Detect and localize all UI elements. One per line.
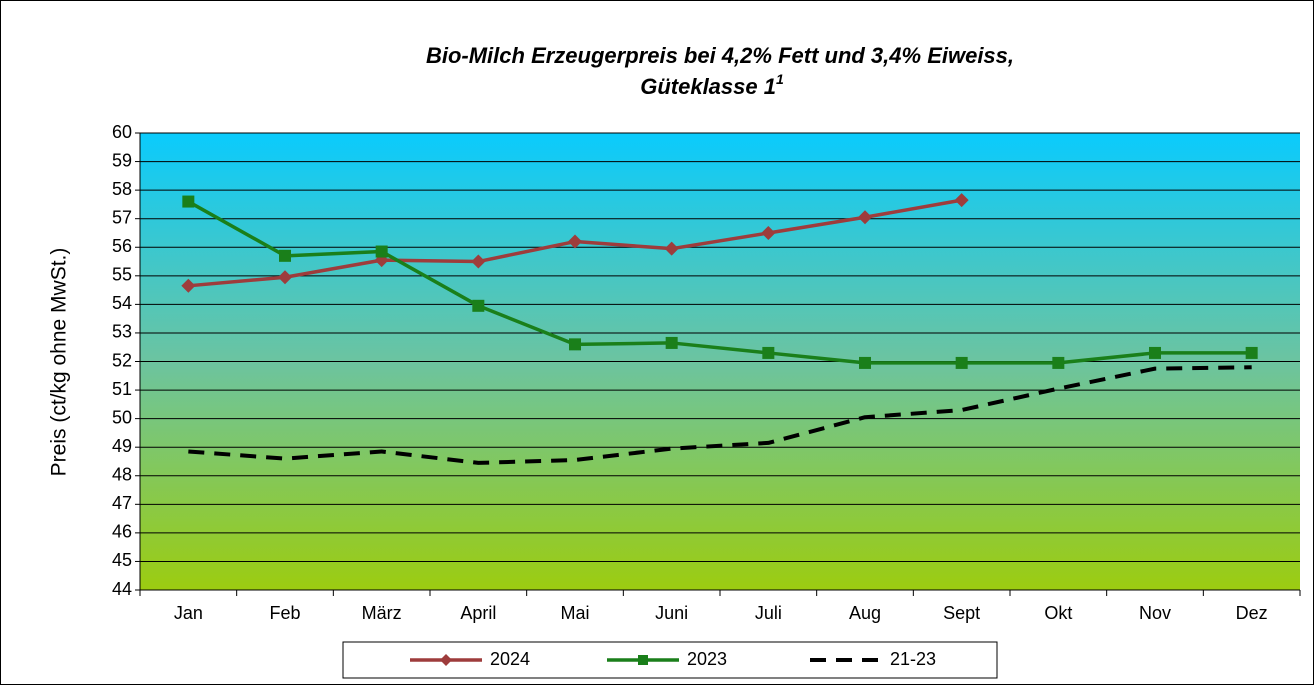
y-tick-label: 57 — [112, 207, 132, 227]
y-tick-label: 55 — [112, 265, 132, 285]
y-tick-label: 45 — [112, 550, 132, 570]
legend-marker — [638, 655, 648, 665]
legend-label: 21-23 — [890, 649, 936, 669]
y-tick-label: 58 — [112, 179, 132, 199]
marker — [569, 338, 581, 351]
y-tick-label: 54 — [112, 293, 132, 313]
marker — [665, 336, 678, 349]
x-tick-label: Okt — [1044, 603, 1072, 623]
y-tick-label: 46 — [112, 522, 132, 542]
x-tick-label: Sept — [943, 603, 980, 623]
y-tick-label: 53 — [112, 322, 132, 342]
y-tick-label: 49 — [112, 436, 132, 456]
y-tick-label: 48 — [112, 465, 132, 485]
y-axis-label: Preis (ct/kg ohne MwSt.) — [48, 248, 71, 477]
y-tick-label: 51 — [112, 379, 132, 399]
marker — [859, 356, 871, 369]
chart-title: Güteklasse 11 — [640, 71, 784, 99]
marker — [1149, 346, 1161, 359]
x-tick-label: Juni — [655, 603, 688, 623]
marker — [1052, 356, 1065, 369]
legend-label: 2023 — [687, 649, 727, 669]
y-tick-label: 52 — [112, 350, 132, 370]
marker — [762, 346, 775, 359]
y-tick-label: 44 — [112, 579, 132, 599]
marker — [858, 210, 872, 225]
y-tick-label: 60 — [112, 122, 132, 142]
marker — [181, 278, 196, 293]
legend-marker — [440, 654, 452, 666]
marker — [1245, 346, 1258, 359]
marker — [182, 195, 195, 208]
x-tick-label: Dez — [1236, 603, 1268, 623]
marker — [278, 270, 292, 285]
marker — [375, 245, 388, 258]
x-tick-label: März — [362, 603, 402, 623]
series-line — [187, 200, 1252, 365]
y-tick-label: 50 — [112, 407, 132, 427]
y-tick-label: 47 — [112, 493, 132, 513]
marker — [471, 254, 486, 269]
x-tick-label: Juli — [755, 603, 782, 623]
x-tick-label: Feb — [269, 603, 300, 623]
marker — [472, 299, 485, 312]
x-tick-label: Aug — [849, 603, 881, 623]
marker — [955, 356, 968, 369]
marker — [568, 234, 582, 249]
marker — [664, 241, 679, 256]
series-line — [188, 365, 1252, 465]
x-tick-label: April — [460, 603, 496, 623]
chart-title: Bio-Milch Erzeugerpreis bei 4,2% Fett un… — [426, 43, 1014, 68]
legend-label: 2024 — [490, 649, 530, 669]
x-tick-label: Nov — [1139, 603, 1171, 623]
x-tick-label: Jan — [174, 603, 203, 623]
y-tick-label: 56 — [112, 236, 132, 256]
marker — [954, 193, 969, 208]
marker — [761, 225, 776, 240]
y-tick-label: 59 — [112, 150, 132, 170]
x-tick-label: Mai — [560, 603, 589, 623]
marker — [279, 249, 291, 262]
